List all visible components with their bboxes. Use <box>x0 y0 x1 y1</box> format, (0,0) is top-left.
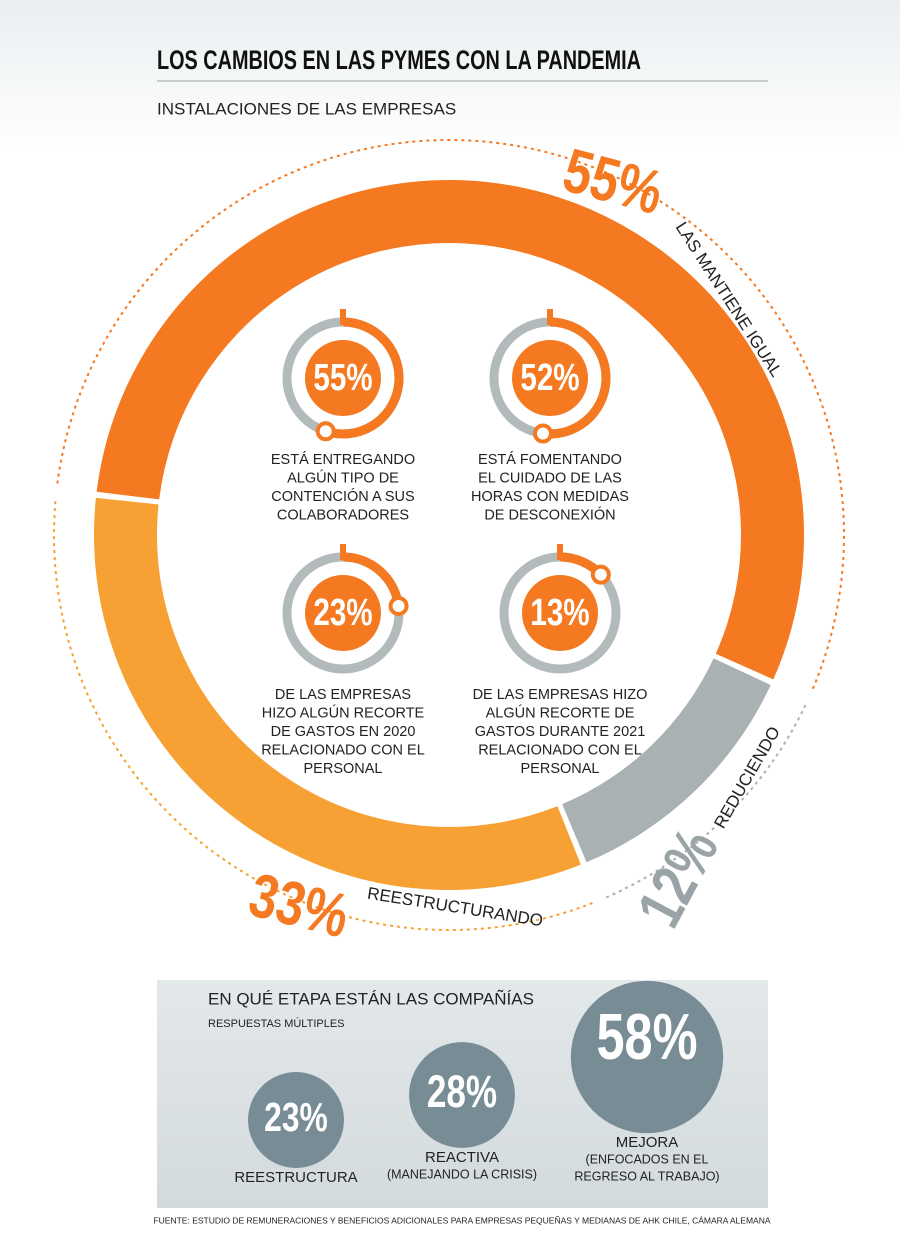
gauge-caption: HIZO ALGÚN RECORTE <box>262 704 425 721</box>
stage-caption: REGRESO AL TRABAJO) <box>574 1169 719 1183</box>
gauge-caption: EL CUIDADO DE LAS <box>478 470 622 486</box>
dotted-arc <box>56 139 845 693</box>
gauge-core <box>305 340 381 416</box>
gauge-caption: PERSONAL <box>521 761 600 777</box>
gauge-label: 13% <box>530 592 589 634</box>
gauge-end <box>590 564 611 585</box>
gauge-caption: ESTÁ FOMENTANDO <box>478 451 622 468</box>
gauge-label: 23% <box>313 592 372 634</box>
stage-bubble <box>248 1072 344 1168</box>
gauge-caption: ESTÁ ENTREGANDO <box>271 451 415 468</box>
stages-subtitle: RESPUESTAS MÚLTIPLES <box>208 1017 345 1030</box>
dotted-arc <box>53 497 593 931</box>
stage-bubble <box>570 980 724 1134</box>
gauge-start <box>340 309 346 325</box>
gauge-caption: CONTENCIÓN A SUS <box>271 488 414 505</box>
gauge-caption: HORAS CON MEDIDAS <box>471 489 629 505</box>
gauge-start <box>557 544 563 560</box>
gauge-caption: DE LAS EMPRESAS HIZO <box>473 687 648 703</box>
stage-caption: (MANEJANDO LA CRISIS) <box>387 1167 537 1181</box>
donut-segment <box>562 658 771 863</box>
stage-value-label: 58% <box>596 1001 697 1073</box>
gauge-caption: DE DESCONEXIÓN <box>484 506 615 523</box>
gauge-end <box>532 423 553 444</box>
stage-value-label: 28% <box>427 1066 497 1117</box>
gauge-caption: RELACIONADO CON EL <box>478 742 642 758</box>
donut-segment <box>96 180 804 680</box>
gauge-end <box>388 595 409 616</box>
source: FUENTE: ESTUDIO DE REMUNERACIONES Y BENE… <box>153 1215 770 1225</box>
gauge-caption: RELACIONADO CON EL <box>261 742 425 758</box>
gauge-core <box>522 575 598 651</box>
gauge-arc <box>542 317 611 439</box>
stage-caption: REACTIVA <box>425 1149 499 1166</box>
gauge-start <box>340 544 346 560</box>
gauge-caption: ALGÚN RECORTE DE <box>486 704 635 721</box>
gauge-start <box>547 309 553 325</box>
gauge-arc <box>324 317 404 439</box>
gauge-caption: COLABORADORES <box>277 507 409 523</box>
gauge-core <box>305 575 381 651</box>
gauge-caption: GASTOS DURANTE 2021 <box>475 724 646 740</box>
dotted-arc <box>604 704 807 899</box>
gauge-caption: ALGÚN TIPO DE <box>287 469 399 486</box>
gauge-caption: DE LAS EMPRESAS <box>275 687 411 703</box>
subtitle: INSTALACIONES DE LAS EMPRESAS <box>157 99 456 118</box>
stages-title: EN QUÉ ETAPA ESTÁN LAS COMPAÑÍAS <box>208 989 534 1008</box>
stage-caption: (ENFOCADOS EN EL <box>586 1152 709 1166</box>
stage-bubble <box>409 1042 515 1148</box>
gauge-caption: DE GASTOS EN 2020 <box>271 724 416 740</box>
stage-caption: MEJORA <box>616 1134 679 1151</box>
stage-value-label: 23% <box>264 1094 328 1140</box>
title: LOS CAMBIOS EN LAS PYMES CON LA PANDEMIA <box>157 45 641 75</box>
gauge-label: 52% <box>520 357 579 399</box>
stage-caption: REESTRUCTURA <box>234 1169 357 1186</box>
donut-segment <box>93 497 581 890</box>
gauge-label: 55% <box>313 357 372 399</box>
gauge-core <box>512 340 588 416</box>
gauge-caption: PERSONAL <box>304 761 383 777</box>
gauge-end <box>315 421 336 442</box>
